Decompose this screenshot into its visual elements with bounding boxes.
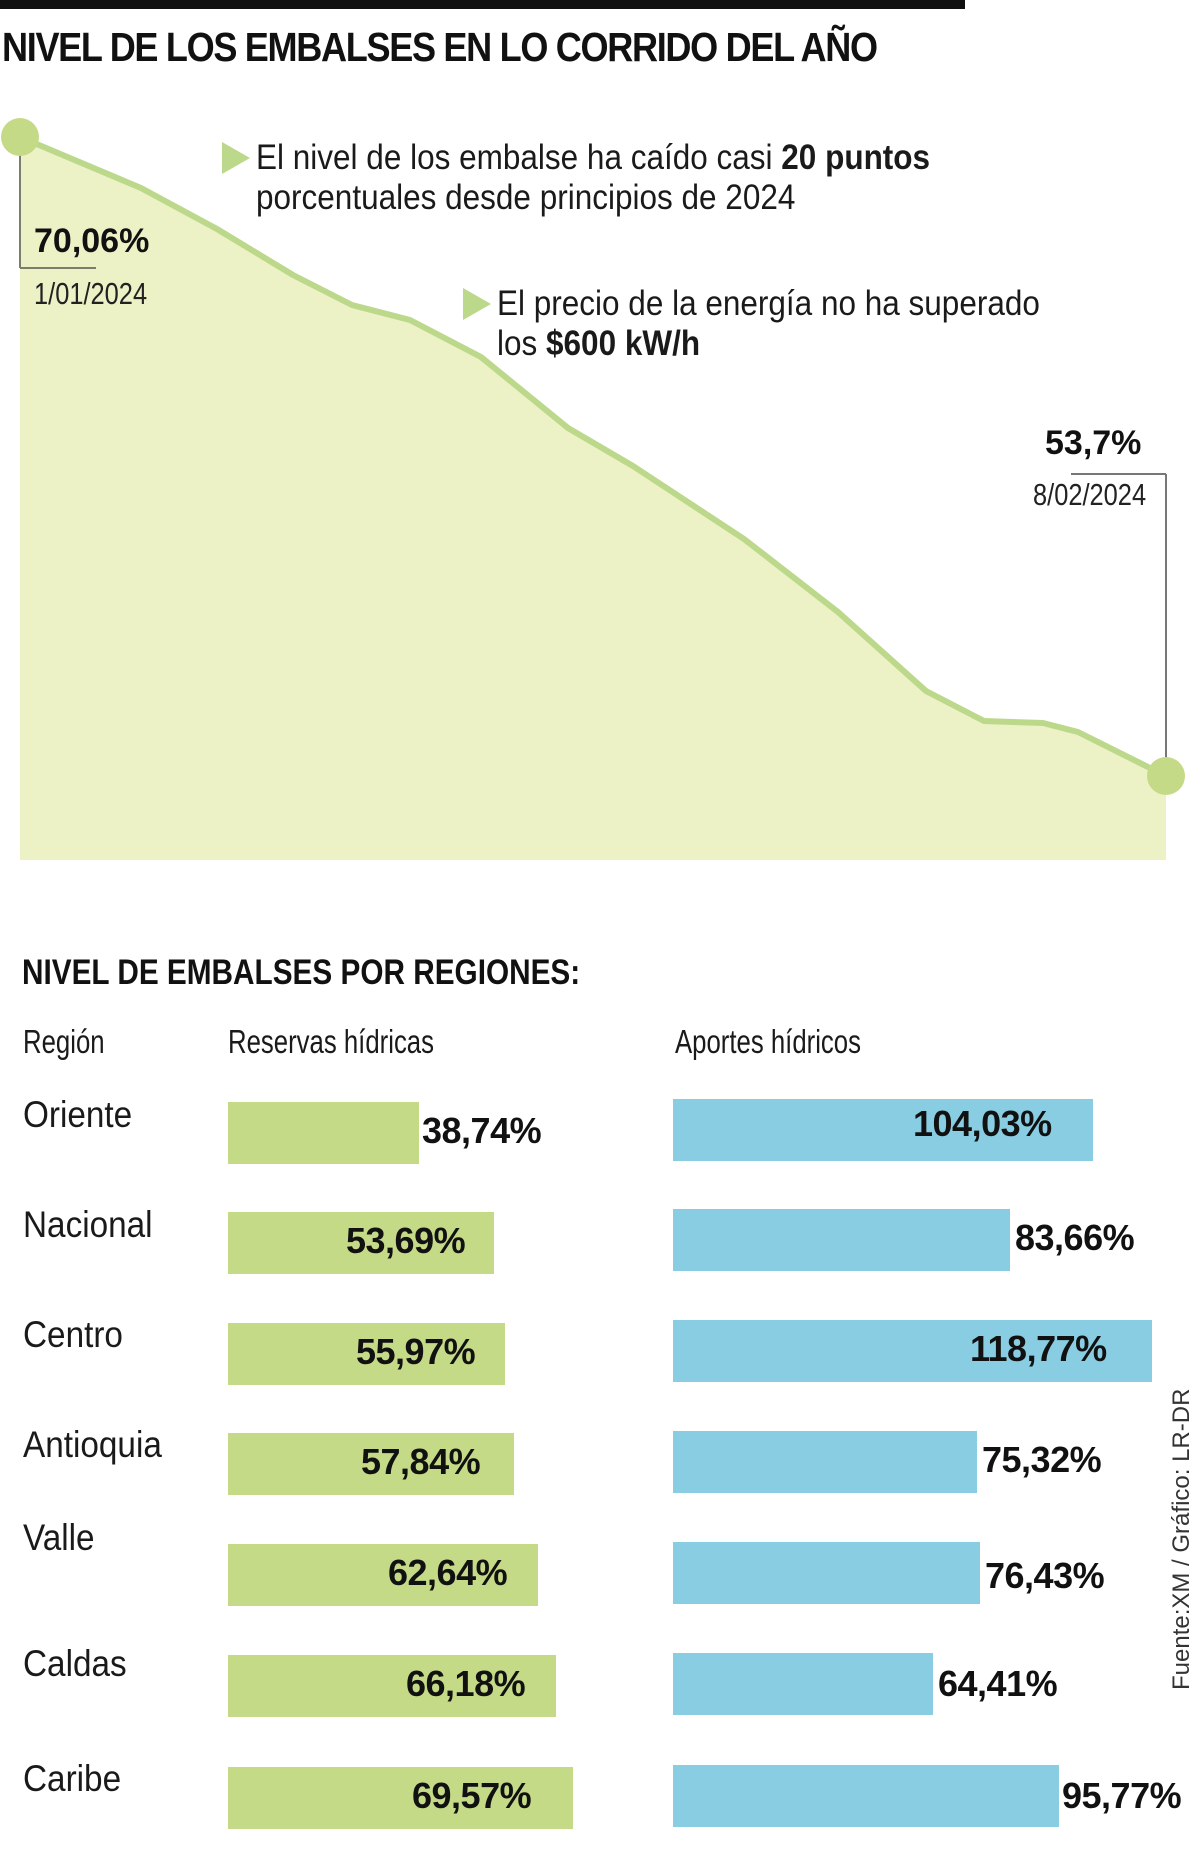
note-price-bold: $600 kW/h	[546, 324, 701, 363]
reserves-value: 53,69%	[346, 1220, 466, 1261]
reserves-value: 66,18%	[406, 1663, 526, 1704]
end-value: 53,7%	[1045, 424, 1142, 462]
contributions-value: 76,43%	[985, 1555, 1105, 1596]
reserves-bar	[228, 1212, 494, 1274]
start-value: 70,06%	[34, 222, 150, 260]
contributions-bar	[673, 1765, 1059, 1827]
region-label: Antioquia	[23, 1424, 162, 1465]
reserves-bar	[228, 1323, 505, 1385]
bullet-triangle-icon	[463, 288, 491, 320]
region-label: Nacional	[23, 1204, 153, 1245]
bullet-triangle-icon	[222, 142, 250, 174]
note-fall: El nivel de los embalse ha caído casi 20…	[256, 138, 930, 218]
reserves-bar	[228, 1767, 573, 1829]
regions-title: NIVEL DE EMBALSES POR REGIONES:	[22, 953, 581, 992]
region-label: Caribe	[23, 1758, 122, 1799]
region-label: Centro	[23, 1314, 123, 1355]
column-header-contributions: Aportes hídricos	[675, 1023, 861, 1060]
region-label: Oriente	[23, 1094, 133, 1135]
contributions-bar	[673, 1209, 1010, 1271]
reserves-value: 69,57%	[412, 1775, 532, 1816]
trend-line	[18, 134, 1168, 779]
contributions-bar	[673, 1431, 977, 1493]
note-price-line2: los	[497, 324, 547, 363]
top-rule	[0, 0, 965, 9]
region-label: Caldas	[23, 1643, 127, 1684]
region-label: Valle	[23, 1517, 95, 1558]
note-price-text: El precio de la energía no ha superado	[497, 284, 1040, 323]
reservoir-area-chart	[1, 118, 1185, 860]
contributions-bar	[673, 1099, 1093, 1161]
note-fall-line2: porcentuales desde principios de 2024	[256, 178, 796, 217]
contributions-value: 83,66%	[1015, 1217, 1135, 1258]
note-fall-bold: 20 puntos	[781, 138, 931, 177]
reserves-value: 57,84%	[361, 1441, 481, 1482]
contributions-bar	[673, 1320, 1152, 1382]
start-date: 1/01/2024	[34, 276, 148, 311]
contributions-value: 95,77%	[1062, 1775, 1182, 1816]
note-fall-text: El nivel de los embalse ha caído casi	[256, 138, 782, 177]
note-price: El precio de la energía no ha superado l…	[497, 284, 1040, 364]
contributions-bar	[673, 1653, 933, 1715]
contributions-value: 75,32%	[982, 1439, 1102, 1480]
reserves-bar	[228, 1102, 419, 1164]
contributions-value: 64,41%	[938, 1663, 1058, 1704]
reserves-bar	[228, 1433, 514, 1495]
contributions-bar	[673, 1542, 980, 1604]
contributions-value: 104,03%	[913, 1103, 1052, 1144]
area-fill	[20, 137, 1166, 860]
page-title: NIVEL DE LOS EMBALSES EN LO CORRIDO DEL …	[2, 24, 878, 70]
reserves-bar	[228, 1544, 538, 1606]
reserves-bar	[228, 1655, 556, 1717]
end-marker-icon	[1147, 757, 1185, 795]
column-header-reserves: Reservas hídricas	[228, 1023, 435, 1060]
reserves-value: 55,97%	[356, 1331, 476, 1372]
start-marker-icon	[1, 118, 39, 156]
reserves-value: 62,64%	[388, 1552, 508, 1593]
contributions-value: 118,77%	[970, 1328, 1107, 1369]
end-date: 8/02/2024	[1033, 477, 1147, 512]
source-credit: Fuente:XM / Gráfico: LR-DR	[1168, 1388, 1195, 1690]
column-header-region: Región	[23, 1023, 105, 1060]
reserves-value: 38,74%	[422, 1110, 542, 1151]
